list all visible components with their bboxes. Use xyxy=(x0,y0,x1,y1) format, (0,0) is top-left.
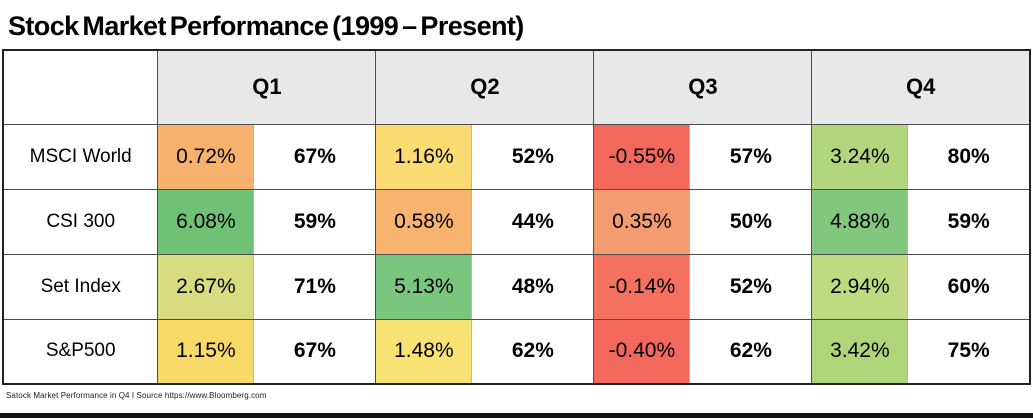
winrate-cell-q3: 62% xyxy=(689,318,813,385)
return-cell-q3: 0.35% xyxy=(593,188,691,255)
winrate-cell-q2: 44% xyxy=(471,188,595,255)
return-cell-q3: -0.40% xyxy=(593,318,691,385)
row-label: CSI 300 xyxy=(2,188,159,255)
winrate-cell-q4: 60% xyxy=(907,253,1031,320)
row-label: S&P500 xyxy=(2,318,159,385)
return-cell-q4: 3.24% xyxy=(811,123,909,190)
quarter-header-q4: Q4 xyxy=(811,49,1031,125)
corner-cell xyxy=(2,49,159,125)
bottom-divider-bar xyxy=(0,413,1033,418)
return-cell-q2: 5.13% xyxy=(375,253,473,320)
return-cell-q2: 0.58% xyxy=(375,188,473,255)
return-cell-q2: 1.16% xyxy=(375,123,473,190)
return-cell-q4: 2.94% xyxy=(811,253,909,320)
return-cell-q3: -0.14% xyxy=(593,253,691,320)
quarter-header-q2: Q2 xyxy=(375,49,595,125)
return-cell-q1: 2.67% xyxy=(157,253,255,320)
table-row-csi-300: CSI 300 6.08% 59% 0.58% 44% 0.35% 50% 4.… xyxy=(2,188,1031,255)
winrate-cell-q4: 75% xyxy=(907,318,1031,385)
winrate-cell-q2: 48% xyxy=(471,253,595,320)
winrate-cell-q1: 67% xyxy=(253,123,377,190)
return-cell-q3: -0.55% xyxy=(593,123,691,190)
table-row-msci-world: MSCI World 0.72% 67% 1.16% 52% -0.55% 57… xyxy=(2,123,1031,190)
return-cell-q1: 6.08% xyxy=(157,188,255,255)
row-label: MSCI World xyxy=(2,123,159,190)
return-cell-q1: 1.15% xyxy=(157,318,255,385)
winrate-cell-q1: 59% xyxy=(253,188,377,255)
winrate-cell-q2: 62% xyxy=(471,318,595,385)
winrate-cell-q4: 80% xyxy=(907,123,1031,190)
winrate-cell-q1: 71% xyxy=(253,253,377,320)
winrate-cell-q3: 57% xyxy=(689,123,813,190)
winrate-cell-q3: 52% xyxy=(689,253,813,320)
quarter-header-q1: Q1 xyxy=(157,49,377,125)
winrate-cell-q4: 59% xyxy=(907,188,1031,255)
table-row-set-index: Set Index 2.67% 71% 5.13% 48% -0.14% 52%… xyxy=(2,253,1031,320)
performance-table: Q1 Q2 Q3 Q4 MSCI World 0.72% 67% 1.16% 5… xyxy=(2,49,1031,385)
source-caption: Satock Market Performance in Q4 I Source… xyxy=(6,391,267,400)
return-cell-q4: 4.88% xyxy=(811,188,909,255)
row-label: Set Index xyxy=(2,253,159,320)
return-cell-q4: 3.42% xyxy=(811,318,909,385)
table-row-sp500: S&P500 1.15% 67% 1.48% 62% -0.40% 62% 3.… xyxy=(2,318,1031,385)
quarter-header-q3: Q3 xyxy=(593,49,813,125)
page-title: Stock Market Performance (1999 – Present… xyxy=(8,11,524,41)
table-header-row: Q1 Q2 Q3 Q4 xyxy=(2,49,1031,125)
return-cell-q1: 0.72% xyxy=(157,123,255,190)
winrate-cell-q2: 52% xyxy=(471,123,595,190)
winrate-cell-q1: 67% xyxy=(253,318,377,385)
return-cell-q2: 1.48% xyxy=(375,318,473,385)
winrate-cell-q3: 50% xyxy=(689,188,813,255)
